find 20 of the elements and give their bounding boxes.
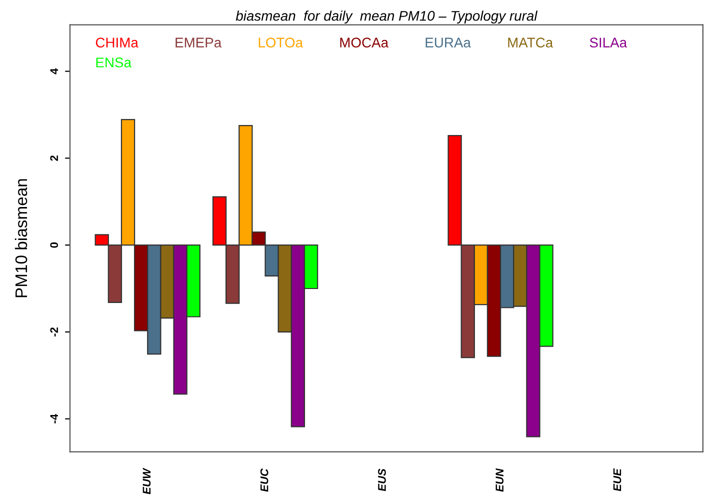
y-tick-label: 2 <box>50 156 58 161</box>
y-axis-title: PM10 biasmean <box>14 179 28 298</box>
text: CHIMa <box>96 38 138 48</box>
y-tick-label: 4 <box>50 68 58 74</box>
x-tick-label: EUC <box>260 468 268 492</box>
text: LOTOa <box>258 38 304 48</box>
y-tick-label: -4 <box>50 414 58 424</box>
chart-title: biasmean for daily mean PM10 – Typology rural <box>236 10 538 24</box>
x-tick-label: EUS <box>378 468 386 492</box>
y-tick-label: -2 <box>50 327 58 336</box>
text: SILAa <box>590 38 628 48</box>
text: MOCAa <box>340 38 389 48</box>
text: ENSa <box>96 58 132 68</box>
y-tick-label: 0 <box>50 242 58 248</box>
text: EMEPa <box>176 38 222 48</box>
text: MATCa <box>508 38 554 48</box>
x-tick-label: EUW <box>142 468 151 494</box>
x-tick-label: EUE <box>613 468 622 492</box>
text: EURAa <box>426 38 471 48</box>
x-tick-label: EUN <box>496 468 504 492</box>
